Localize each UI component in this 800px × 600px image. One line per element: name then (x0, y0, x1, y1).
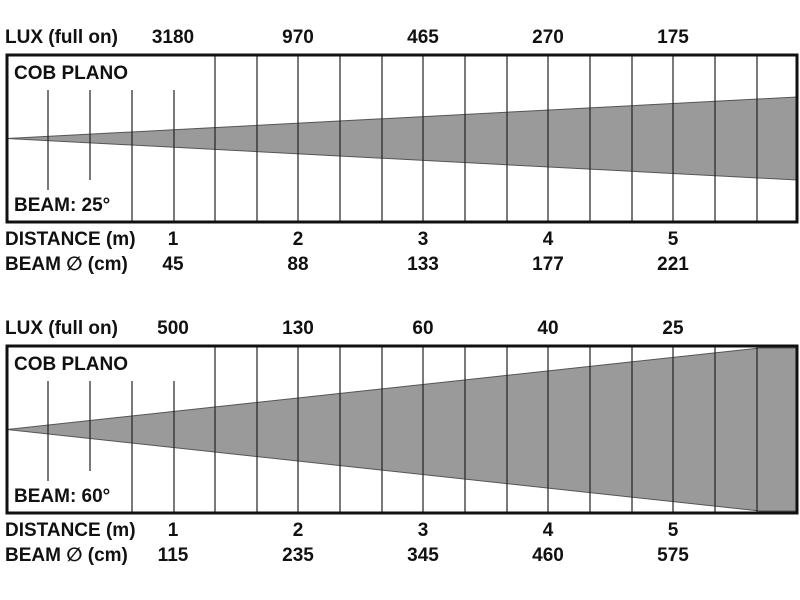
panel-frame (5, 53, 799, 224)
distance-value: 4 (543, 229, 554, 250)
beam-diameter: 345 (407, 545, 439, 566)
distance-value: 1 (168, 520, 179, 541)
beam-diameter: 460 (532, 545, 564, 566)
lux-value: 465 (407, 27, 439, 48)
distance-label: DISTANCE (m) (5, 229, 136, 250)
lux-value: 970 (282, 27, 314, 48)
lux-label: LUX (full on) (5, 318, 118, 339)
beam-label: BEAM ∅ (cm) (5, 545, 128, 566)
lux-value: 25 (662, 318, 684, 339)
lux-value: 3180 (152, 27, 194, 48)
beam-diameter: 133 (407, 254, 439, 275)
panel-title: COB PLANO (14, 354, 128, 375)
lux-value: 175 (657, 27, 689, 48)
panel-frame (5, 344, 799, 515)
beam-diameter: 575 (657, 545, 689, 566)
beam-angle: BEAM: 25° (14, 195, 110, 216)
beam-diameter: 221 (657, 254, 689, 275)
distance-value: 5 (668, 229, 679, 250)
beam-diameter: 115 (158, 545, 189, 566)
lux-value: 40 (537, 318, 558, 339)
beam-label: BEAM ∅ (cm) (5, 254, 128, 275)
distance-value: 5 (668, 520, 679, 541)
lux-value: 130 (282, 318, 314, 339)
beam-diameter: 45 (162, 254, 184, 275)
distance-label: DISTANCE (m) (5, 520, 136, 541)
distance-value: 3 (418, 229, 429, 250)
panel-title: COB PLANO (14, 63, 128, 84)
distance-value: 3 (418, 520, 429, 541)
lux-value: 270 (532, 27, 564, 48)
lux-label: LUX (full on) (5, 27, 118, 48)
distance-value: 1 (168, 229, 179, 250)
beam-diameter: 88 (287, 254, 308, 275)
distance-value: 4 (543, 520, 554, 541)
lux-value: 60 (412, 318, 433, 339)
distance-value: 2 (293, 229, 304, 250)
beam-diameter: 177 (532, 254, 564, 275)
lux-value: 500 (157, 318, 189, 339)
distance-value: 2 (293, 520, 304, 541)
beam-cone (6, 96, 798, 181)
beam-diameter: 235 (282, 545, 314, 566)
beam-angle: BEAM: 60° (14, 486, 110, 507)
